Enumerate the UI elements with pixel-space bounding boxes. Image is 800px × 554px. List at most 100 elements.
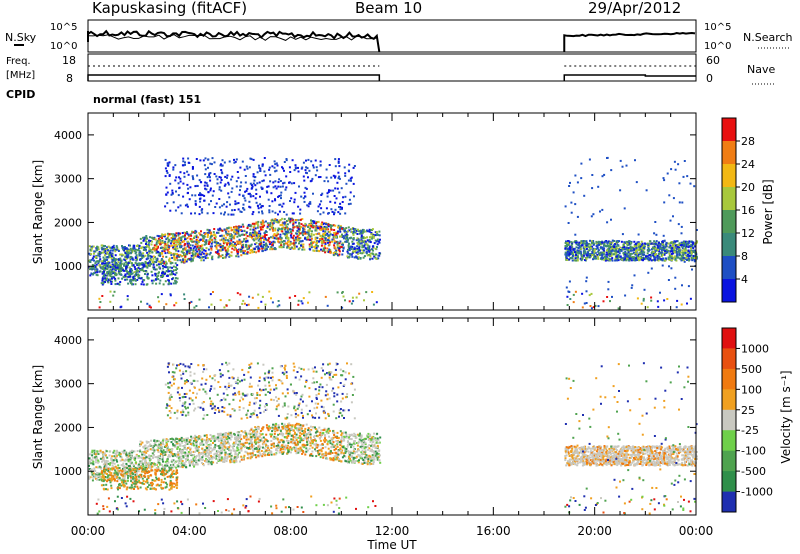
data-cell [221, 229, 224, 232]
colorbar-swatch [722, 279, 736, 303]
data-cell [660, 258, 663, 261]
data-cell [653, 258, 656, 261]
data-cell [254, 197, 257, 200]
data-cell [582, 254, 585, 257]
data-cell [157, 274, 160, 277]
data-cell [163, 250, 166, 253]
data-cell [112, 272, 115, 275]
data-cell [221, 204, 224, 207]
data-cell [253, 222, 256, 225]
data-cell [135, 251, 138, 254]
data-cell [127, 253, 130, 256]
data-cell [617, 307, 620, 310]
data-cell [246, 235, 249, 238]
data-cell [223, 228, 226, 231]
data-cell [296, 225, 299, 228]
data-cell [293, 440, 296, 443]
data-cell [126, 464, 129, 467]
data-cell [264, 230, 267, 233]
data-cell [152, 238, 155, 240]
data-cell [158, 266, 161, 269]
data-cell [88, 464, 90, 467]
data-cell [207, 444, 210, 446]
data-cell [623, 246, 626, 248]
data-cell [307, 205, 310, 208]
data-cell [244, 249, 247, 252]
data-cell [633, 240, 636, 243]
data-cell [284, 234, 287, 237]
data-cell [376, 246, 378, 248]
data-cell [333, 234, 336, 237]
data-cell [101, 260, 104, 263]
data-cell [653, 256, 656, 259]
data-cell [223, 184, 226, 187]
data-cell [684, 249, 687, 252]
data-cell [365, 291, 368, 294]
data-cell [682, 175, 685, 178]
data-cell [661, 247, 664, 250]
data-cell [577, 249, 580, 252]
data-cell [322, 241, 325, 244]
data-cell [276, 305, 279, 308]
freq-panel: Freq. [MHz] 18 8 60 0 Nave CPID normal (… [6, 53, 775, 106]
data-cell [376, 243, 379, 246]
data-cell [601, 248, 604, 251]
data-cell [300, 244, 302, 247]
data-cell [273, 237, 276, 240]
data-cell [626, 257, 628, 260]
data-cell [206, 184, 209, 187]
data-cell [195, 305, 198, 307]
data-cell [113, 263, 116, 266]
data-cell [283, 211, 286, 213]
data-cell [298, 185, 300, 188]
data-cell [574, 203, 577, 206]
data-cell [339, 206, 342, 208]
data-cell [255, 433, 258, 435]
data-cell [97, 252, 100, 255]
data-cell [189, 258, 192, 261]
data-cell [376, 454, 379, 457]
data-cell [642, 250, 645, 253]
data-cell [667, 279, 670, 281]
data-cell [633, 274, 636, 277]
data-cell [170, 233, 173, 236]
data-cell [367, 247, 369, 250]
data-cell [106, 256, 109, 258]
data-cell [247, 244, 250, 247]
data-cell [253, 225, 256, 228]
data-cell [210, 247, 213, 250]
data-cell [257, 211, 260, 214]
data-cell [602, 257, 605, 260]
data-cell [655, 243, 658, 246]
data-cell [680, 303, 683, 306]
data-cell [234, 246, 237, 249]
data-cell [302, 234, 304, 237]
data-cell [168, 259, 171, 262]
data-cell [307, 233, 310, 236]
data-cell [238, 226, 241, 229]
data-cell [91, 267, 94, 270]
data-cell [167, 162, 170, 165]
data-cell [576, 215, 579, 218]
data-cell [323, 228, 326, 230]
data-cell [640, 247, 643, 250]
data-cell [658, 250, 661, 253]
data-cell [237, 434, 240, 437]
data-cell [159, 261, 162, 264]
data-cell [315, 233, 318, 236]
data-cell [613, 244, 616, 247]
data-cell [191, 240, 194, 243]
data-cell [273, 241, 276, 244]
data-cell [157, 263, 160, 266]
data-cell [371, 443, 373, 446]
data-cell [148, 249, 151, 251]
data-cell [145, 265, 148, 268]
data-cell [208, 253, 211, 256]
data-cell [567, 240, 569, 243]
data-cell [148, 444, 151, 447]
data-cell [175, 243, 178, 246]
data-cell [576, 181, 579, 184]
data-cell [175, 269, 177, 271]
data-cell [349, 191, 352, 194]
data-cell [189, 247, 192, 250]
